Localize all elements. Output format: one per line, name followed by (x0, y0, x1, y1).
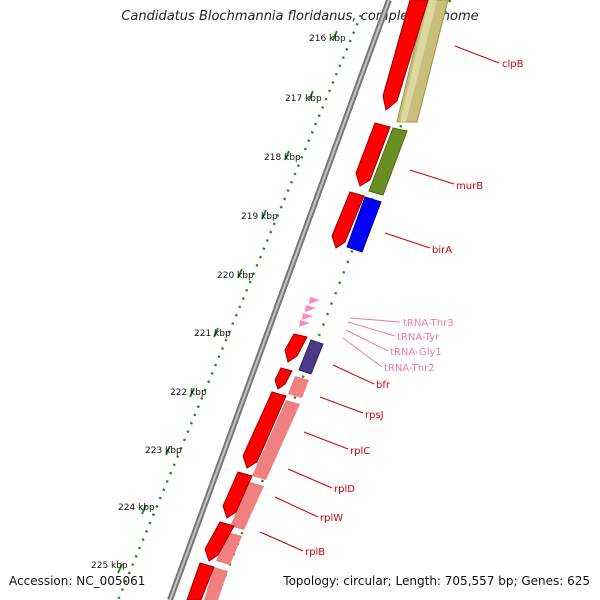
trna-markers (299, 297, 320, 327)
scale-label: 224 kbp (118, 503, 155, 513)
genome-summary-text: Topology: circular; Length: 705,557 bp; … (283, 574, 590, 588)
gene-clpB-cog-highlight (400, 0, 437, 122)
gene-bfr-arrow (284, 333, 308, 363)
gene-label-rplB: rplB (305, 547, 325, 558)
leader-tRNA-Thr2 (342, 337, 383, 368)
accession-text: Accession: NC_005061 (9, 574, 146, 588)
gene-rplD-cog (230, 482, 264, 530)
trna-arrow (302, 313, 313, 320)
gene-rplC-arrow (242, 391, 287, 469)
scale-tick (117, 563, 123, 574)
gene-label-murB: murB (456, 181, 483, 192)
leader-tRNA-Thr3 (349, 317, 401, 323)
trna-arrow (299, 320, 310, 327)
leader-lines (259, 45, 500, 552)
gene-rplD-arrow (222, 471, 253, 519)
leader-rpsJ (319, 396, 364, 414)
leader-tRNA-Tyr (347, 321, 396, 337)
scale-label: 218 kbp (264, 153, 301, 163)
gene-label-rplC: rplC (350, 446, 370, 457)
gene-rpsJ-cog (288, 376, 309, 398)
scale-ticks (117, 30, 338, 574)
scale-tick (165, 445, 171, 456)
genome-backbone-highlight (169, 0, 390, 600)
gene-murB-cog (368, 127, 408, 196)
scale-tick (261, 209, 267, 220)
gene-label-rpsJ: rpsJ (365, 410, 384, 421)
gene-label-tRNA-Gly1: tRNA-Gly1 (390, 347, 442, 358)
scale-label: 216 kbp (309, 34, 346, 44)
gene-rplW-arrow (204, 521, 235, 562)
gene-rplW-cog (216, 532, 242, 565)
scale-label: 217 kbp (285, 94, 322, 104)
gene-rpsJ-arrow (274, 367, 293, 390)
scale-label: 222 kbp (170, 388, 207, 398)
gene-label-tRNA-Thr2: tRNA-Thr2 (384, 363, 435, 374)
gene-rplB-cog (204, 567, 228, 600)
gene-birA-cog (346, 196, 382, 253)
cog-track (204, 0, 449, 600)
leader-rplW (274, 496, 319, 518)
scale-label: 225 kbp (91, 561, 128, 571)
leader-rplB (259, 531, 304, 552)
scale-label: 220 kbp (217, 271, 254, 281)
gene-label-rplW: rplW (320, 513, 343, 524)
leader-murB (409, 169, 455, 185)
scale-tick (189, 387, 195, 398)
trna-arrow (309, 297, 320, 304)
scale-tick (332, 30, 338, 41)
gene-bfr-cog (298, 339, 324, 375)
scale-tick (141, 504, 147, 515)
leader-clpB (454, 45, 500, 64)
scale-label: 219 kbp (241, 212, 278, 222)
map-title: Candidatus Blochmannia floridanus, compl… (121, 9, 479, 24)
gene-arrows (186, 0, 429, 600)
scale-ring (116, 14, 363, 600)
scale-label: 221 kbp (194, 329, 231, 339)
gene-rplC-cog (252, 400, 300, 480)
leader-birA (384, 232, 431, 249)
gene-label-tRNA-Thr3: tRNA-Thr3 (403, 318, 454, 329)
gene-birA-arrow (331, 191, 365, 249)
scale-label: 223 kbp (145, 446, 182, 456)
gene-clpB-arrow (382, 0, 429, 111)
leader-rplD (287, 468, 333, 489)
trna-arrow (305, 305, 316, 312)
leader-rplC (303, 431, 349, 450)
gene-murB-arrow (355, 122, 391, 187)
gene-label-clpB: clpB (502, 59, 524, 70)
scale-tick (284, 150, 290, 161)
gene-rplB-arrow (186, 562, 215, 600)
scale-tick (308, 90, 314, 101)
gene-label-tRNA-Tyr: tRNA-Tyr (397, 332, 440, 343)
scale-tick (237, 268, 243, 279)
leader-tRNA-Gly1 (345, 329, 389, 352)
trna-leader-lines (342, 317, 401, 368)
gene-label-bfr: bfr (376, 380, 391, 391)
leader-bfr (332, 364, 375, 385)
gene-label-rplD: rplD (334, 484, 355, 495)
scale-tick (213, 327, 219, 338)
gene-label-birA: birA (432, 245, 452, 256)
